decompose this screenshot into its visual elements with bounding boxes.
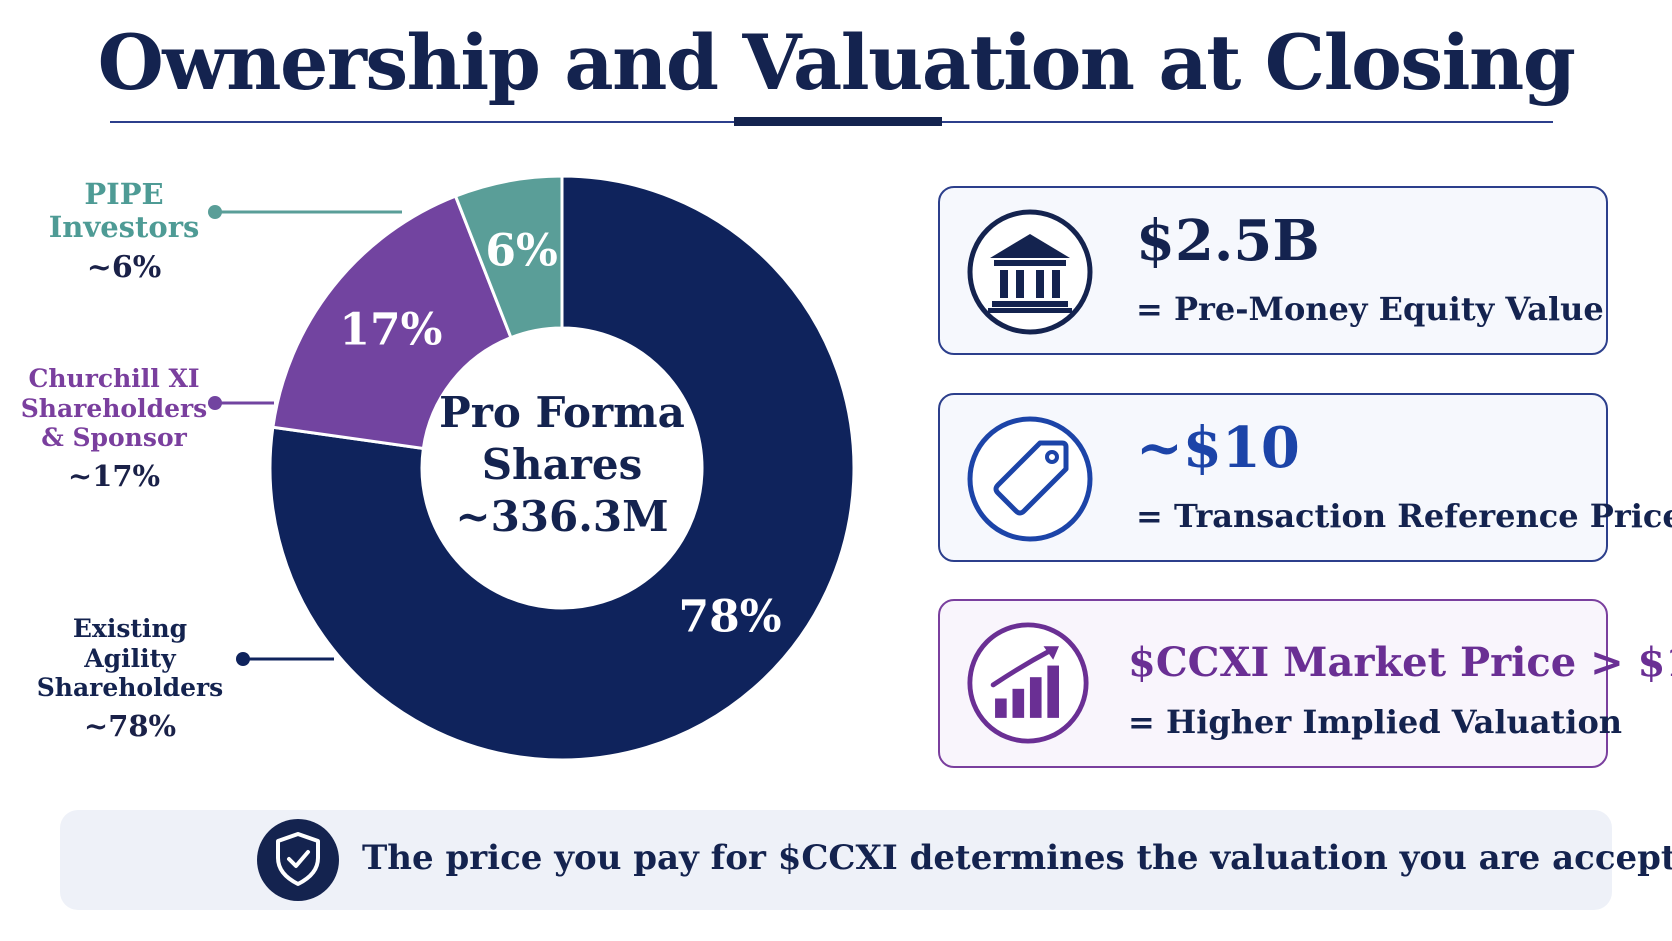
price-tag-icon — [967, 416, 1093, 542]
card-pre-money-value: $2.5B = Pre-Money Equity Value — [938, 186, 1608, 355]
pre-money-value: $2.5B — [1136, 208, 1320, 274]
donut-slice-2 — [453, 174, 564, 340]
market-price-condition: $CCXI Market Price > $10 — [1128, 639, 1672, 686]
callout-agility-pct: ~78% — [83, 708, 177, 743]
card-market-price: $CCXI Market Price > $10 = Higher Implie… — [938, 599, 1672, 768]
banner-message: The price you pay for $CCXI determines t… — [362, 838, 1672, 878]
callout-pipe-investors: PIPE Investors ~6% — [40, 177, 208, 285]
growth-chart-icon — [967, 622, 1089, 744]
page-title: Ownership and Valuation at Closing — [97, 18, 1576, 107]
bank-icon — [967, 209, 1093, 335]
callout-churchill-pct: ~17% — [67, 458, 161, 493]
donut-slice-label-2: 6% — [485, 225, 557, 276]
donut-hole — [424, 330, 700, 606]
donut-center-label-1: Shares — [482, 440, 643, 489]
callout-churchill-line-1: Churchill XI — [28, 364, 200, 393]
title-divider-accent — [734, 117, 942, 126]
callout-churchill: Churchill XI Shareholders & Sponsor ~17% — [18, 364, 210, 493]
donut-slice-label-0: 78% — [678, 592, 781, 643]
reference-price-caption: = Transaction Reference Price — [1136, 497, 1672, 535]
callout-churchill-line-3: & Sponsor — [41, 423, 187, 452]
donut-slice-1 — [271, 194, 513, 451]
callout-pipe-line-1: PIPE — [84, 177, 164, 211]
reference-price-value: ~$10 — [1136, 415, 1300, 481]
donut-slice-0 — [268, 174, 856, 762]
callout-pipe-pct: ~6% — [86, 249, 162, 285]
callout-existing-agility: Existing Agility Shareholders ~78% — [30, 614, 230, 743]
pre-money-caption: = Pre-Money Equity Value — [1136, 290, 1604, 328]
card-reference-price: ~$10 = Transaction Reference Price — [938, 393, 1672, 562]
callout-churchill-line-2: Shareholders — [20, 393, 208, 423]
leader-agility-dot — [236, 652, 250, 666]
donut-slice-label-1: 17% — [339, 304, 442, 355]
donut-center-label-2: ~336.3M — [455, 492, 668, 541]
donut-center-label-0: Pro Forma — [439, 388, 685, 437]
callout-pipe-line-2: Investors — [48, 210, 200, 245]
leader-churchill-dot — [208, 396, 222, 410]
bottom-banner: The price you pay for $CCXI determines t… — [60, 810, 1672, 910]
callout-agility-line-2: Shareholders — [36, 673, 224, 702]
callout-agility-line-1: Existing Agility — [72, 614, 188, 673]
shield-check-icon — [257, 819, 339, 901]
market-price-caption: = Higher Implied Valuation — [1128, 703, 1623, 741]
leader-pipe-dot — [208, 205, 222, 219]
